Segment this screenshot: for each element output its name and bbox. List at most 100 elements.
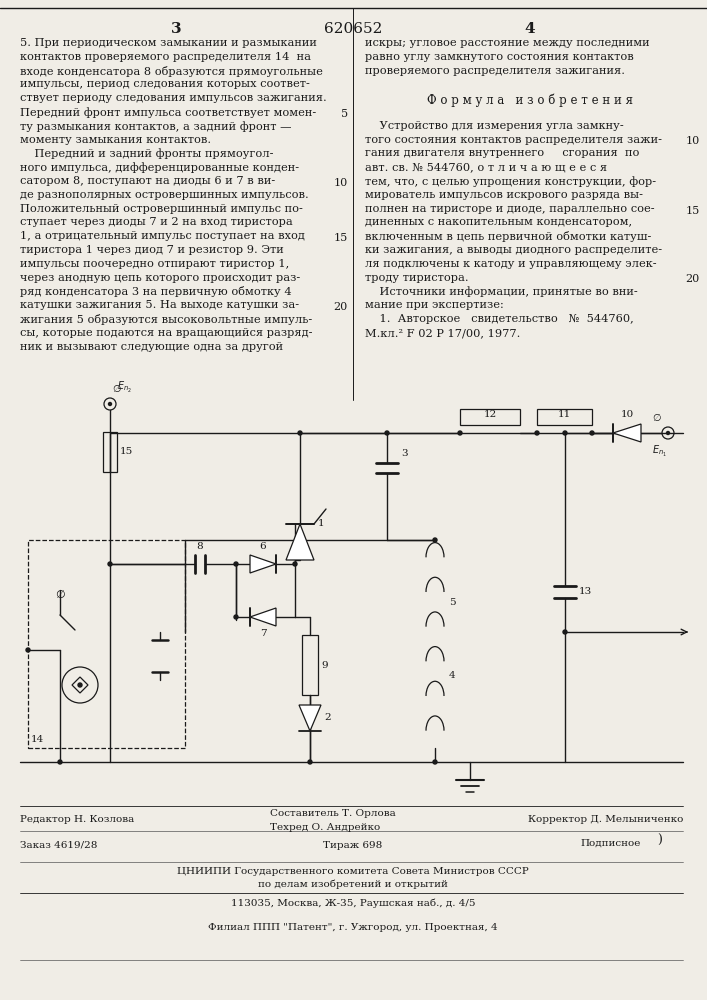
Text: 8: 8	[197, 542, 204, 551]
Text: 1, а отрицательный импульс поступает на вход: 1, а отрицательный импульс поступает на …	[20, 231, 305, 241]
Text: 1: 1	[318, 519, 325, 528]
Text: Редактор Н. Козлова: Редактор Н. Козлова	[20, 816, 134, 824]
Text: 10: 10	[620, 410, 633, 419]
Text: через анодную цепь которого происходит раз-: через анодную цепь которого происходит р…	[20, 273, 300, 283]
Text: ного импульса, дифференцированные конден-: ного импульса, дифференцированные конден…	[20, 162, 299, 173]
Text: Положительный островершинный импульс по-: Положительный островершинный импульс по-	[20, 204, 303, 214]
Text: 20: 20	[686, 274, 700, 284]
Text: 4: 4	[449, 671, 455, 680]
Polygon shape	[250, 555, 276, 573]
Text: 15: 15	[334, 233, 348, 243]
Circle shape	[667, 432, 670, 434]
Text: 6: 6	[259, 542, 267, 551]
Bar	[103, 432, 117, 472]
Text: 15: 15	[686, 206, 700, 216]
Circle shape	[563, 630, 567, 634]
Circle shape	[433, 538, 437, 542]
Text: катушки зажигания 5. На выходе катушки за-: катушки зажигания 5. На выходе катушки з…	[20, 300, 299, 310]
Polygon shape	[613, 424, 641, 442]
Text: 13: 13	[579, 587, 592, 596]
Text: сатором 8, поступают на диоды 6 и 7 в ви-: сатором 8, поступают на диоды 6 и 7 в ви…	[20, 176, 275, 186]
Text: 5: 5	[341, 109, 348, 119]
Text: $\varnothing$: $\varnothing$	[112, 382, 122, 394]
Text: полнен на тиристоре и диоде, параллельно сое-: полнен на тиристоре и диоде, параллельно…	[365, 204, 655, 214]
Text: 5. При периодическом замыкании и размыкании: 5. При периодическом замыкании и размыка…	[20, 38, 317, 48]
Circle shape	[78, 683, 82, 687]
Circle shape	[108, 402, 112, 406]
Text: Ф о р м у л а   и з о б р е т е н и я: Ф о р м у л а и з о б р е т е н и я	[427, 93, 633, 107]
Text: 7: 7	[259, 629, 267, 638]
Text: гания двигателя внутреннего     сгорания  по: гания двигателя внутреннего сгорания по	[365, 148, 639, 158]
Text: проверяемого распределителя зажигания.: проверяемого распределителя зажигания.	[365, 66, 625, 76]
Circle shape	[58, 760, 62, 764]
Text: ник и вызывают следующие одна за другой: ник и вызывают следующие одна за другой	[20, 342, 283, 352]
Text: ки зажигания, а выводы диодного распределите-: ки зажигания, а выводы диодного распреде…	[365, 245, 662, 255]
Text: мирователь импульсов искрового разряда вы-: мирователь импульсов искрового разряда в…	[365, 190, 643, 200]
Bar	[537, 409, 592, 425]
Text: Составитель Т. Орлова: Составитель Т. Орлова	[270, 808, 396, 818]
Text: 620652: 620652	[324, 22, 382, 36]
Text: 14: 14	[31, 735, 45, 744]
Text: тем, что, с целью упрощения конструкции, фор-: тем, что, с целью упрощения конструкции,…	[365, 176, 656, 187]
Circle shape	[234, 615, 238, 619]
Text: ЦНИИПИ Государственного комитета Совета Министров СССР: ЦНИИПИ Государственного комитета Совета …	[177, 867, 529, 876]
Circle shape	[385, 431, 389, 435]
Text: 11: 11	[557, 410, 571, 419]
Text: 15: 15	[120, 448, 133, 456]
Text: Техред О. Андрейко: Техред О. Андрейко	[270, 822, 380, 832]
Text: 3: 3	[170, 22, 181, 36]
Text: ряд конденсатора 3 на первичную обмотку 4: ряд конденсатора 3 на первичную обмотку …	[20, 286, 291, 297]
Text: Подписное: Подписное	[580, 838, 641, 848]
Text: мание при экспертизе:: мание при экспертизе:	[365, 300, 504, 310]
Circle shape	[26, 648, 30, 652]
Text: ствует периоду следования импульсов зажигания.: ствует периоду следования импульсов зажи…	[20, 93, 327, 103]
Text: тиристора 1 через диод 7 и резистор 9. Эти: тиристора 1 через диод 7 и резистор 9. Э…	[20, 245, 284, 255]
Bar	[28, 540, 185, 748]
Bar	[460, 409, 520, 425]
Text: ступает через диоды 7 и 2 на вход тиристора: ступает через диоды 7 и 2 на вход тирист…	[20, 217, 293, 227]
Text: Передний фронт импульса соответствует момен-: Передний фронт импульса соответствует мо…	[20, 107, 316, 118]
Bar	[302, 635, 318, 695]
Text: жигания 5 образуются высоковольтные импуль-: жигания 5 образуются высоковольтные импу…	[20, 314, 312, 325]
Polygon shape	[250, 608, 276, 626]
Text: сы, которые подаются на вращающийся разряд-: сы, которые подаются на вращающийся разр…	[20, 328, 312, 338]
Text: авт. св. № 544760, о т л и ч а ю щ е е с я: авт. св. № 544760, о т л и ч а ю щ е е с…	[365, 162, 607, 172]
Text: 5: 5	[449, 598, 455, 607]
Text: де разнополярных островершинных импульсов.: де разнополярных островершинных импульсо…	[20, 190, 309, 200]
Circle shape	[563, 431, 567, 435]
Text: $E_{n_2}$: $E_{n_2}$	[117, 380, 132, 395]
Text: включенным в цепь первичной обмотки катуш-: включенным в цепь первичной обмотки кату…	[365, 231, 651, 242]
Text: ля подключены к катоду и управляющему элек-: ля подключены к катоду и управляющему эл…	[365, 259, 657, 269]
Text: 9: 9	[321, 660, 327, 670]
Text: того состояния контактов распределителя зажи-: того состояния контактов распределителя …	[365, 135, 662, 145]
Circle shape	[535, 431, 539, 435]
Text: троду тиристора.: троду тиристора.	[365, 273, 469, 283]
Text: входе конденсатора 8 образуются прямоугольные: входе конденсатора 8 образуются прямоуго…	[20, 66, 323, 77]
Polygon shape	[299, 705, 321, 731]
Text: Филиал ППП "Патент", г. Ужгород, ул. Проектная, 4: Филиал ППП "Патент", г. Ужгород, ул. Про…	[208, 922, 498, 932]
Text: Тираж 698: Тираж 698	[323, 840, 382, 850]
Text: импульсы поочередно отпирают тиристор 1,: импульсы поочередно отпирают тиристор 1,	[20, 259, 289, 269]
Circle shape	[234, 562, 238, 566]
Circle shape	[108, 562, 112, 566]
Text: моменту замыкания контактов.: моменту замыкания контактов.	[20, 135, 211, 145]
Text: 20: 20	[334, 302, 348, 312]
Text: 10: 10	[334, 178, 348, 188]
Text: равно углу замкнутого состояния контактов: равно углу замкнутого состояния контакто…	[365, 52, 633, 62]
Text: Источники информации, принятые во вни-: Источники информации, принятые во вни-	[365, 286, 638, 297]
Text: 12: 12	[484, 410, 496, 419]
Text: ту размыкания контактов, а задний фронт —: ту размыкания контактов, а задний фронт …	[20, 121, 291, 132]
Text: $\varnothing$: $\varnothing$	[652, 411, 662, 423]
Text: Корректор Д. Мелыниченко: Корректор Д. Мелыниченко	[527, 816, 683, 824]
Text: 113035, Москва, Ж-35, Раушская наб., д. 4/5: 113035, Москва, Ж-35, Раушская наб., д. …	[230, 898, 475, 908]
Text: 10: 10	[686, 136, 700, 146]
Text: Заказ 4619/28: Заказ 4619/28	[20, 840, 98, 850]
Text: импульсы, период следования которых соответ-: импульсы, период следования которых соот…	[20, 79, 310, 89]
Text: $\varnothing$: $\varnothing$	[55, 588, 66, 600]
Text: искры; угловое расстояние между последними: искры; угловое расстояние между последни…	[365, 38, 650, 48]
Text: ): )	[657, 834, 662, 846]
Text: 1.  Авторское   свидетельство   №  544760,: 1. Авторское свидетельство № 544760,	[365, 314, 633, 324]
Text: 2: 2	[324, 714, 331, 722]
Circle shape	[433, 760, 437, 764]
Text: Передний и задний фронты прямоугол-: Передний и задний фронты прямоугол-	[20, 148, 274, 159]
